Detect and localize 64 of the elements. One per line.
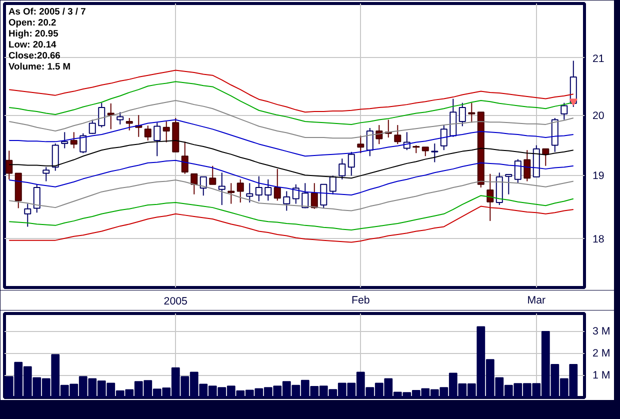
candlestick	[283, 190, 290, 212]
y-tick-label: 21	[592, 52, 604, 65]
annotation: As Of: 2005 / 3 / 7	[8, 6, 86, 16]
candlestick	[126, 117, 133, 131]
candlestick	[292, 184, 300, 204]
y-tick-label: 20	[592, 110, 604, 122]
candlestick	[116, 112, 124, 125]
candlestick	[394, 124, 402, 145]
candlestick	[524, 150, 531, 182]
candlestick	[61, 132, 68, 149]
candlestick	[98, 102, 106, 128]
annotation: Open: 20.2	[8, 18, 56, 28]
candlestick	[440, 124, 448, 151]
candlestick	[329, 175, 336, 195]
annotation: High: 20.95	[8, 28, 58, 38]
line-series	[8, 206, 574, 243]
candlestick	[33, 184, 40, 214]
annotation: Close:20.66	[8, 50, 60, 60]
candlestick	[310, 182, 318, 210]
candlestick	[228, 182, 235, 204]
candlestick	[431, 142, 438, 163]
candlestick	[24, 203, 32, 228]
candlestick	[154, 122, 161, 157]
candlestick	[181, 141, 188, 174]
candlestick	[348, 151, 355, 176]
y-tick-label: 2 M	[592, 348, 610, 360]
x-tick-label: Mar	[527, 294, 546, 306]
y-tick-label: 19	[592, 170, 604, 182]
candlestick	[468, 102, 476, 124]
x-tick-label: 2005	[164, 296, 188, 308]
candlestick	[422, 146, 429, 157]
candlestick	[6, 150, 13, 180]
candlestick	[505, 174, 512, 195]
candlestick	[200, 176, 207, 196]
annotation: Volume: 1.5 M	[8, 62, 71, 72]
y-tick-label: 3 M	[592, 326, 610, 338]
candlestick	[274, 168, 281, 202]
y-tick-label: 18	[592, 233, 604, 246]
candlestick	[246, 182, 254, 204]
candlestick	[236, 178, 244, 204]
annotation: Low: 20.14	[8, 40, 58, 50]
candlestick	[560, 102, 568, 120]
candlestick	[42, 166, 50, 182]
candlestick	[190, 173, 198, 195]
candlestick	[486, 173, 494, 222]
candlestick	[80, 132, 87, 154]
candlestick	[162, 121, 170, 143]
candlestick	[320, 184, 328, 209]
candlestick	[209, 165, 216, 185]
candlestick	[366, 127, 374, 157]
candlestick	[52, 142, 59, 172]
candlestick	[88, 119, 96, 134]
candlestick	[70, 132, 78, 149]
candlestick	[514, 158, 522, 184]
candlestick	[255, 176, 262, 202]
candlestick	[458, 102, 466, 127]
candlestick	[450, 98, 457, 138]
candlestick	[264, 178, 272, 202]
candlestick	[357, 135, 364, 154]
candlestick	[144, 125, 152, 141]
candlestick	[338, 158, 346, 180]
x-tick-label: Feb	[351, 294, 370, 306]
candlestick	[218, 172, 226, 206]
y-tick-label: 1 M	[592, 370, 610, 382]
